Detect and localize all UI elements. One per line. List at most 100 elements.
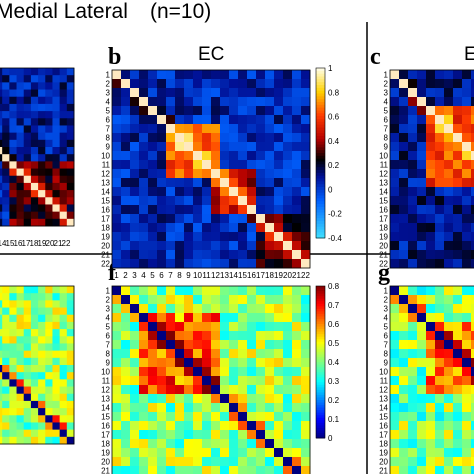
- heatmap-cell: [9, 293, 17, 301]
- heatmap-cell: [417, 340, 427, 350]
- heatmap-cell: [453, 430, 463, 440]
- heatmap-cell: [157, 457, 167, 467]
- heatmap-cell: [121, 286, 131, 296]
- heatmap-cell: [112, 259, 122, 269]
- heatmap-cell: [274, 349, 284, 359]
- heatmap-cell: [453, 115, 463, 125]
- heatmap-cell: [283, 457, 293, 467]
- heatmap-cell: [30, 168, 39, 177]
- heatmap-cell: [2, 400, 10, 409]
- heatmap-cell: [148, 142, 158, 152]
- colorbar-swatch: [316, 116, 325, 120]
- colorbar-b: 10.80.60.40.20-0.2-0.4: [315, 64, 342, 243]
- heatmap-cell: [30, 218, 39, 227]
- heatmap-cell: [9, 197, 17, 205]
- heatmap-cell: [166, 412, 176, 422]
- heatmap-cell: [202, 457, 212, 467]
- heatmap-cell: [408, 421, 418, 431]
- heatmap-cell: [211, 97, 221, 107]
- heatmap-cell: [166, 124, 176, 134]
- heatmap-cell: [256, 169, 266, 179]
- heatmap-cell: [274, 151, 284, 161]
- y-tick-label: 2: [106, 80, 111, 89]
- heatmap-cell: [16, 125, 25, 134]
- heatmap-cell: [229, 367, 239, 377]
- heatmap-cell: [175, 358, 185, 368]
- heatmap-cell: [444, 304, 454, 314]
- heatmap-cell: [202, 232, 212, 242]
- heatmap-cell: [202, 97, 212, 107]
- colorbar-swatch: [316, 223, 325, 228]
- heatmap-cell: [175, 259, 185, 269]
- heatmap-cell: [220, 304, 230, 314]
- heatmap-cell: [292, 97, 302, 107]
- heatmap-cell: [16, 415, 25, 423]
- heatmap-cell: [462, 133, 472, 143]
- y-tick-label: 11: [380, 161, 389, 170]
- heatmap-cell: [184, 160, 194, 170]
- heatmap-cell: [9, 393, 17, 402]
- heatmap-cell: [52, 343, 61, 352]
- heatmap-cell: [130, 448, 140, 458]
- heatmap-cell: [471, 124, 474, 134]
- y-tick-label: 20: [101, 458, 110, 467]
- heatmap-cell: [52, 68, 61, 76]
- heatmap-cell: [283, 187, 293, 197]
- heatmap-cell: [283, 178, 293, 188]
- heatmap-cell: [121, 223, 131, 233]
- heatmap-cell: [0, 182, 3, 191]
- heatmap-cell: [417, 394, 427, 404]
- heatmap-cell: [52, 408, 61, 416]
- heatmap-cell: [52, 314, 61, 323]
- heatmap-cell: [211, 223, 221, 233]
- heatmap-cell: [453, 376, 463, 386]
- heatmap-cell: [426, 349, 436, 359]
- heatmap-cell: [265, 214, 275, 224]
- heatmap-cell: [45, 293, 53, 301]
- heatmap-cell: [229, 448, 239, 458]
- heatmap-cell: [247, 214, 257, 224]
- heatmap-cell: [121, 70, 131, 80]
- heatmap-cell: [202, 466, 212, 474]
- heatmap-cell: [23, 286, 32, 294]
- heatmap-cell: [0, 204, 3, 213]
- heatmap-cell: [52, 379, 61, 387]
- heatmap-cell: [148, 295, 158, 305]
- heatmap-cell: [130, 196, 140, 206]
- heatmap-cell: [193, 385, 203, 395]
- heatmap-cell: [301, 457, 311, 467]
- heatmap-cell: [444, 88, 454, 98]
- heatmap-cell: [256, 250, 266, 260]
- heatmap-cell: [229, 187, 239, 197]
- heatmap-cell: [139, 412, 149, 422]
- heatmap-cell: [202, 349, 212, 359]
- heatmap-cell: [292, 196, 302, 206]
- heatmap-cell: [157, 115, 167, 125]
- heatmap-cell: [435, 421, 445, 431]
- heatmap-cell: [462, 259, 472, 269]
- heatmap-cell: [301, 259, 311, 269]
- heatmap-cell: [166, 70, 176, 80]
- heatmap-cell: [23, 343, 32, 352]
- heatmap-cell: [247, 106, 257, 116]
- colorbar-swatch: [316, 102, 325, 106]
- heatmap-cell: [220, 448, 230, 458]
- heatmap-cell: [139, 295, 149, 305]
- heatmap-cell: [139, 259, 149, 269]
- heatmap-cell: [45, 350, 53, 359]
- heatmap-cell: [417, 448, 427, 458]
- y-tick-label: 3: [384, 305, 389, 314]
- heatmap-cell: [408, 196, 418, 206]
- colorbar-swatch: [316, 150, 325, 154]
- colorbar-swatch: [316, 113, 325, 117]
- heatmap-cell: [2, 96, 10, 105]
- heatmap-cell: [274, 88, 284, 98]
- heatmap-cell: [0, 293, 3, 301]
- heatmap-cell: [175, 331, 185, 341]
- heatmap-cell: [229, 250, 239, 260]
- heatmap-cell: [30, 68, 39, 76]
- heatmap-cell: [283, 286, 293, 296]
- heatmap-cell: [247, 232, 257, 242]
- heatmap-cell: [130, 88, 140, 98]
- heatmap-cell: [16, 175, 25, 184]
